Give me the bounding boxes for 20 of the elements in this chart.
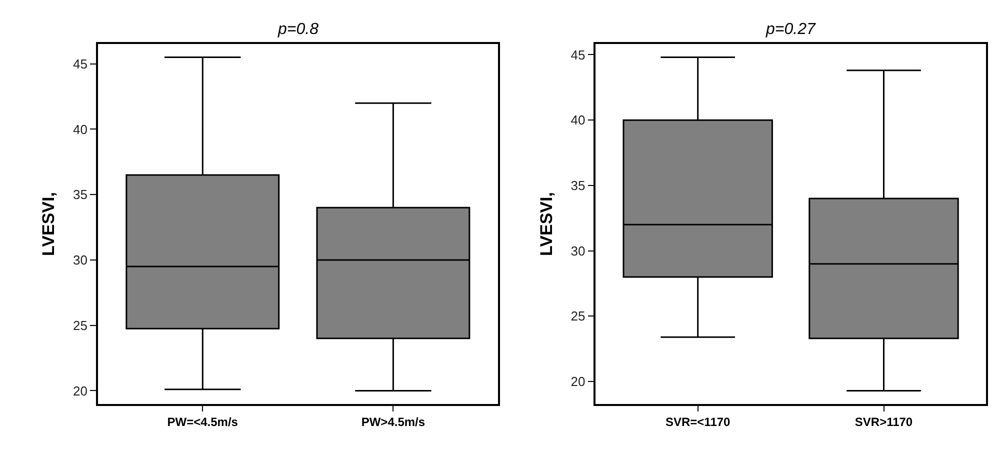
- y-tick-label: 45: [570, 47, 586, 62]
- y-tick-label: 35: [73, 187, 88, 202]
- y-axis-title: LVESVI,: [39, 192, 58, 256]
- y-tick-label: 25: [73, 318, 88, 333]
- y-tick-label: 20: [73, 383, 88, 398]
- chart-title: p=0.8: [277, 21, 319, 38]
- y-axis-title: LVESVI,: [536, 192, 556, 256]
- y-tick-label: 30: [570, 243, 586, 258]
- y-tick-label: 35: [570, 178, 586, 193]
- x-tick-label: PW=<4.5m/s: [167, 414, 238, 429]
- chart-title: p=0.27: [765, 21, 816, 38]
- y-tick-label: 45: [73, 56, 88, 72]
- y-tick-label: 30: [73, 252, 88, 268]
- y-tick-label: 40: [570, 112, 586, 128]
- x-tick-label: PW>4.5m/s: [361, 414, 426, 429]
- y-tick-label: 40: [73, 122, 88, 137]
- y-tick-label: 20: [570, 374, 586, 390]
- x-tick-label: SVR=<1170: [665, 414, 731, 429]
- y-tick-label: 25: [570, 308, 586, 324]
- x-tick-label: SVR>1170: [854, 414, 913, 429]
